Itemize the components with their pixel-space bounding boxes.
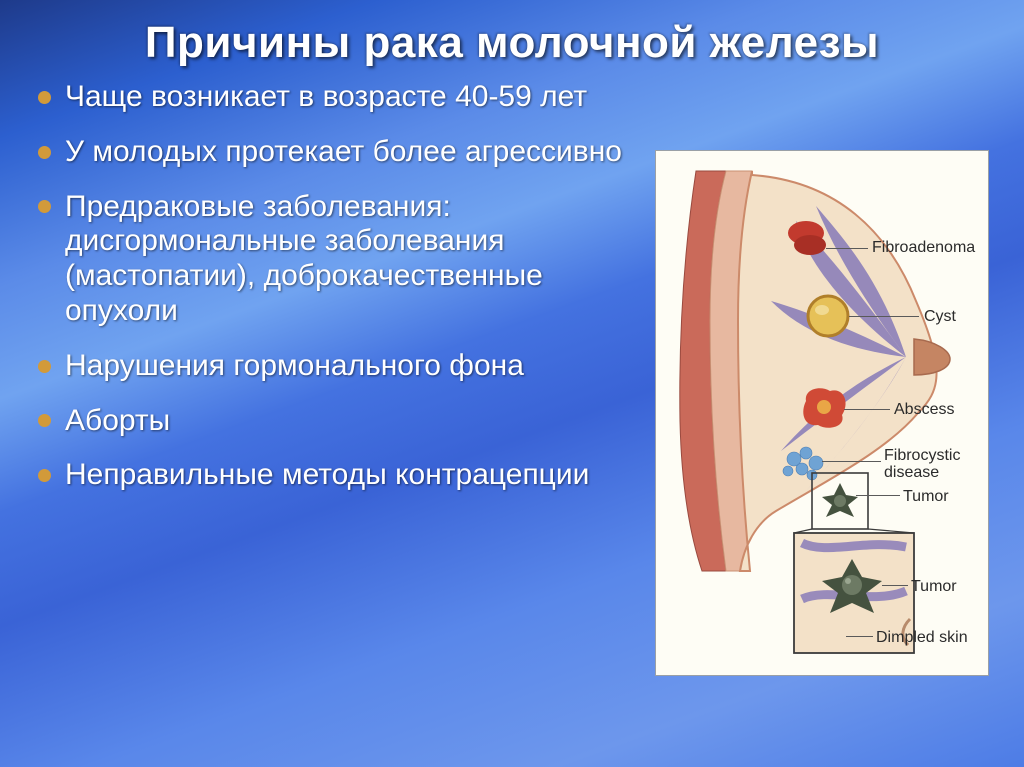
- diagram-label-cyst: Cyst: [924, 308, 956, 326]
- bullet-text: Нарушения гормонального фона: [65, 349, 634, 384]
- diagram-leader: [844, 409, 890, 410]
- diagram-column: Fibroadenoma Cyst Abscess Fibrocystic di…: [646, 76, 1006, 749]
- diagram-leader: [856, 495, 900, 496]
- bullet-dot-icon: [38, 414, 51, 427]
- diagram-label-abscess: Abscess: [894, 401, 954, 419]
- bullet-item: Аборты: [36, 404, 634, 439]
- bullet-dot-icon: [38, 360, 51, 373]
- bullet-list: Чаще возникает в возрасте 40-59 лет У мо…: [36, 76, 634, 749]
- bullet-dot-icon: [38, 200, 51, 213]
- diagram-label-dimpled-skin: Dimpled skin: [876, 629, 968, 647]
- diagram-leader: [882, 585, 908, 586]
- bullet-dot-icon: [38, 91, 51, 104]
- slide-title: Причины рака молочной железы: [40, 18, 984, 68]
- diagram-label-fibroadenoma: Fibroadenoma: [872, 239, 975, 257]
- content-row: Чаще возникает в возрасте 40-59 лет У мо…: [0, 76, 1024, 749]
- bullet-item: Нарушения гормонального фона: [36, 349, 634, 384]
- bullet-text: У молодых протекает более агрессивно: [65, 135, 634, 170]
- bullet-text: Аборты: [65, 404, 634, 439]
- bullet-item: Предраковые заболевания: дисгормональные…: [36, 190, 634, 329]
- diagram-leader: [849, 316, 919, 317]
- diagram-label-tumor-zoom: Tumor: [911, 578, 957, 596]
- bullet-text: Предраковые заболевания: дисгормональные…: [65, 190, 634, 329]
- bullet-dot-icon: [38, 469, 51, 482]
- diagram-label-tumor: Tumor: [903, 488, 949, 506]
- bullet-text: Неправильные методы контрацепции: [65, 458, 634, 493]
- bullet-text: Чаще возникает в возрасте 40-59 лет: [65, 80, 634, 115]
- breast-pathology-diagram: Fibroadenoma Cyst Abscess Fibrocystic di…: [655, 150, 989, 676]
- bullet-dot-icon: [38, 146, 51, 159]
- bullet-item: Неправильные методы контрацепции: [36, 458, 634, 493]
- slide: Причины рака молочной железы Чаще возник…: [0, 0, 1024, 767]
- slide-title-container: Причины рака молочной железы: [0, 0, 1024, 76]
- diagram-leader: [846, 636, 873, 637]
- bullet-item: Чаще возникает в возрасте 40-59 лет: [36, 80, 634, 115]
- diagram-leader: [822, 461, 881, 462]
- diagram-label-fibrocystic: Fibrocystic disease: [884, 447, 980, 482]
- bullet-item: У молодых протекает более агрессивно: [36, 135, 634, 170]
- diagram-leader: [826, 248, 868, 249]
